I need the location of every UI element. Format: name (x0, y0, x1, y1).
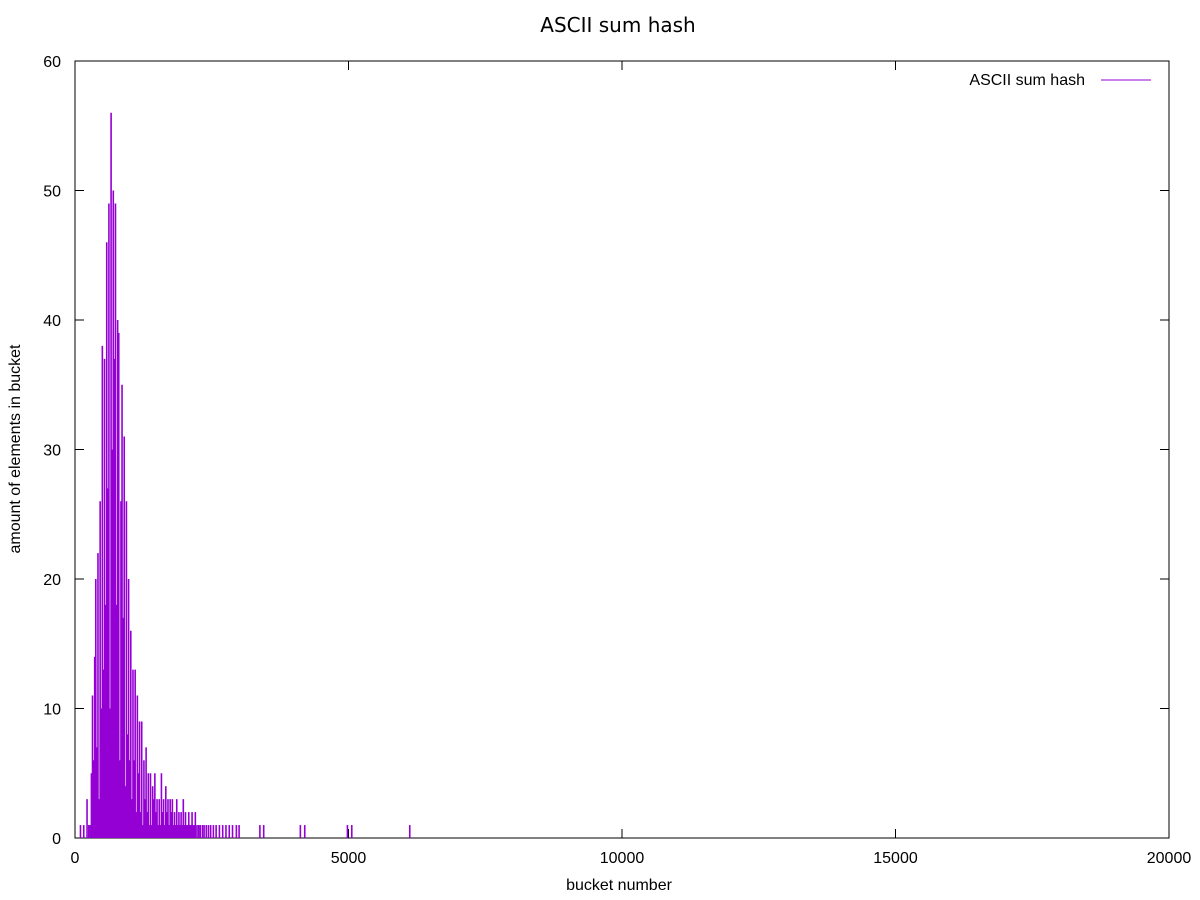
legend: ASCII sum hash (969, 72, 1151, 89)
y-tick-label: 40 (43, 313, 61, 330)
x-tick-label: 20000 (1147, 850, 1192, 867)
axis-ticks (74, 60, 1170, 839)
y-axis-label: amount of elements in bucket (7, 344, 24, 554)
x-tick-label: 0 (71, 850, 80, 867)
y-tick-label: 30 (43, 443, 61, 460)
histogram-series (79, 112, 411, 838)
x-tick-label: 5000 (331, 850, 367, 867)
y-tick-label: 10 (43, 702, 61, 719)
y-tick-label: 20 (43, 572, 61, 589)
y-tick-label: 50 (43, 184, 61, 201)
y-tick-label: 60 (43, 54, 61, 71)
chart-title: ASCII sum hash (540, 13, 695, 37)
x-tick-label: 10000 (600, 850, 645, 867)
x-axis-label: bucket number (566, 877, 673, 894)
legend-label: ASCII sum hash (969, 72, 1085, 89)
axis-tick-labels: 0 5000 10000 15000 20000 0 10 20 30 40 50 60 (43, 54, 1191, 867)
y-tick-label: 0 (52, 831, 61, 848)
plot-area (74, 60, 1170, 839)
x-tick-label: 15000 (873, 850, 918, 867)
plot-border (74, 60, 1170, 839)
